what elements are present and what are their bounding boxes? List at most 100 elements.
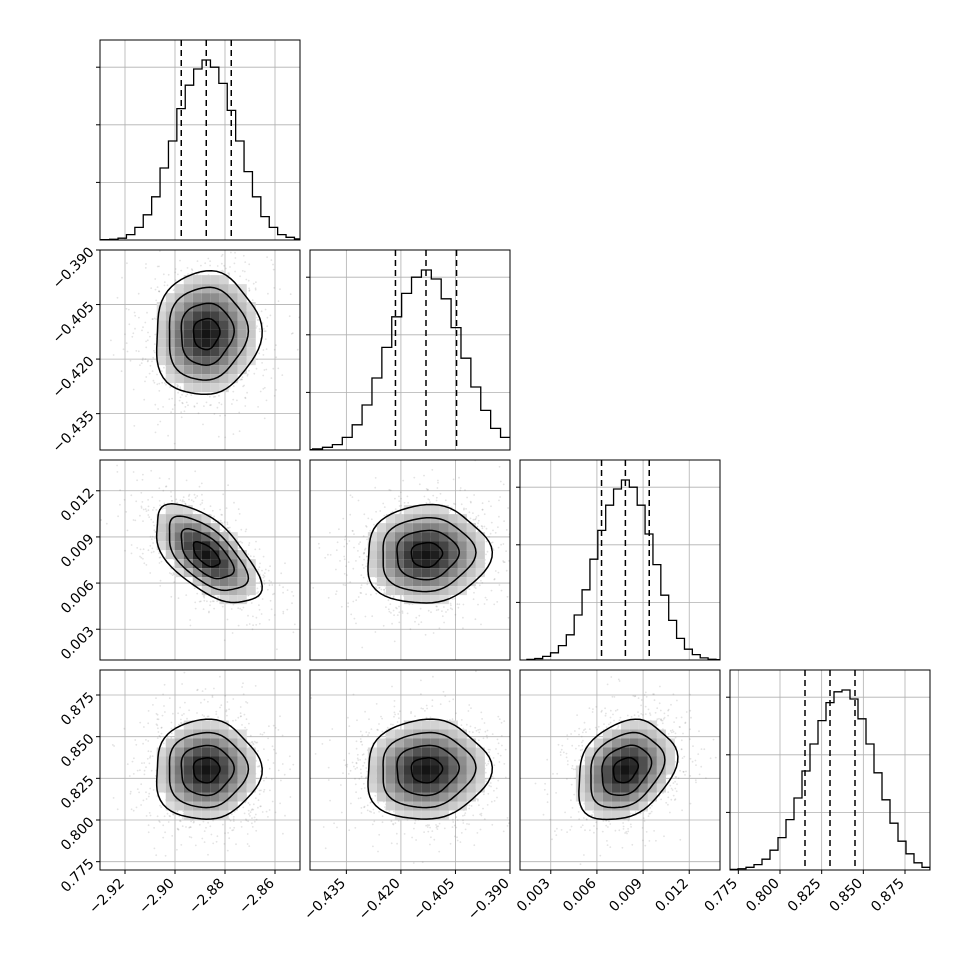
sample-point (398, 611, 401, 614)
sample-point (269, 789, 271, 792)
sample-point (149, 787, 152, 790)
sample-point (226, 701, 229, 703)
density-cell (165, 792, 175, 802)
sample-point (524, 571, 526, 573)
sample-point (176, 827, 179, 830)
sample-point (171, 499, 174, 502)
sample-point (166, 284, 169, 287)
sample-point (139, 555, 141, 558)
sample-point (362, 535, 365, 538)
sample-point (263, 788, 266, 791)
sample-point (275, 356, 278, 359)
sample-point (263, 583, 266, 585)
sample-point (193, 509, 195, 512)
density-cell (210, 356, 220, 366)
sample-point (400, 497, 402, 500)
density-cell (165, 738, 175, 748)
density-cell (156, 765, 166, 775)
sample-point (139, 769, 141, 772)
contour-3 (155, 503, 263, 604)
sample-point (120, 370, 123, 373)
sample-point (139, 364, 141, 366)
sample-point (157, 423, 159, 426)
sample-point (233, 810, 236, 813)
density-cell (430, 505, 440, 515)
density-cell (192, 523, 202, 533)
density-cell (192, 302, 202, 312)
sample-point (243, 384, 246, 387)
sample-point (181, 825, 184, 828)
sample-point (190, 820, 193, 823)
sample-point (158, 265, 160, 268)
density-cell (192, 347, 202, 357)
sample-point (205, 826, 207, 829)
sample-point (200, 701, 202, 704)
sample-point (162, 824, 165, 827)
sample-point (183, 671, 186, 674)
sample-point (225, 709, 228, 711)
sample-point (263, 748, 265, 750)
sample-point (477, 729, 480, 731)
density-cell (421, 523, 431, 533)
sample-point (156, 815, 159, 818)
sample-point (353, 546, 355, 549)
density-cell (430, 550, 440, 560)
sample-point (443, 621, 445, 624)
sample-point (262, 354, 265, 356)
sample-point (423, 474, 425, 477)
sample-point (163, 284, 166, 287)
sample-point (232, 390, 235, 393)
sample-point (153, 351, 156, 354)
sample-point (343, 572, 346, 575)
sample-point (311, 297, 313, 299)
density-cell (412, 568, 422, 578)
sample-point (255, 540, 257, 543)
sample-point (247, 614, 249, 617)
density-cell (219, 284, 229, 294)
sample-point (369, 529, 372, 532)
sample-point (169, 815, 172, 818)
density-cell (228, 356, 238, 366)
sample-point (152, 379, 155, 382)
density-cell (475, 541, 485, 551)
sample-point (220, 704, 223, 707)
density-cell (412, 595, 422, 605)
sample-point (273, 592, 275, 595)
sample-point (180, 722, 182, 724)
sample-point (477, 519, 480, 522)
sample-point (144, 508, 147, 511)
sample-point (248, 544, 250, 546)
density-cell (228, 792, 238, 802)
sample-point (190, 836, 193, 839)
sample-point (329, 531, 331, 534)
sample-point (201, 499, 204, 502)
sample-point (211, 694, 214, 697)
sample-point (226, 527, 229, 529)
sample-point (135, 743, 138, 746)
sample-point (187, 273, 190, 275)
density-cell (439, 541, 449, 551)
density-cell (385, 550, 395, 560)
sample-point (194, 844, 197, 847)
sample-point (398, 605, 400, 608)
density-cell (457, 532, 467, 542)
density-cell (210, 541, 220, 551)
sample-point (453, 502, 455, 505)
sample-point (261, 322, 264, 324)
sample-point (230, 813, 233, 816)
sample-point (241, 686, 244, 688)
sample-point (457, 606, 460, 609)
sample-point (154, 403, 157, 406)
density-cell (219, 774, 229, 784)
density-cell (475, 550, 485, 560)
sample-point (237, 716, 240, 719)
sample-point (163, 815, 166, 818)
sample-point (281, 734, 284, 737)
sample-point (177, 384, 180, 387)
sample-point (245, 278, 248, 281)
density-cell (219, 595, 229, 605)
sample-point (424, 633, 427, 636)
sample-point (227, 527, 230, 529)
sample-point (259, 390, 262, 393)
sample-point (181, 402, 184, 405)
